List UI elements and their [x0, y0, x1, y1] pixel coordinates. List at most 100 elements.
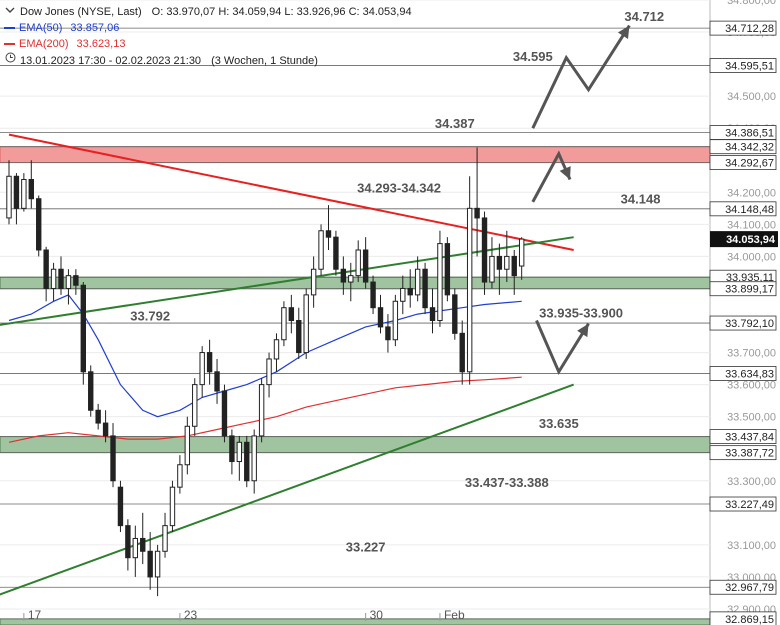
candle-body-down	[377, 307, 384, 328]
candle	[147, 532, 153, 590]
candle-body-up	[266, 358, 272, 386]
ema50-value: 33.857,06	[70, 22, 120, 34]
candle-body-down	[102, 422, 109, 437]
price-annotation: 33.635	[539, 416, 579, 431]
level-axis-label: 32.869,15	[725, 614, 774, 625]
candle-body-down	[511, 255, 517, 277]
candle-body-down	[88, 371, 94, 411]
candle	[229, 429, 235, 475]
date-range-detail: (3 Wochen, 1 Stunde)	[211, 54, 318, 67]
scenario-arrows	[531, 24, 631, 376]
candle-body-down	[43, 249, 49, 289]
price-annotation: 33.935-33.900	[539, 305, 623, 320]
candle-body-down	[333, 236, 339, 270]
candle	[303, 288, 309, 359]
candle-body-up	[177, 464, 183, 488]
level-axis-label: 33.227,49	[725, 499, 774, 511]
level-label-box	[709, 579, 777, 595]
candle	[466, 176, 473, 385]
candle-body-down	[147, 550, 153, 578]
candle	[221, 384, 228, 443]
candle-body-down	[95, 409, 101, 424]
candle-body-down	[459, 332, 465, 373]
candle	[154, 544, 161, 597]
candle	[21, 173, 27, 212]
candle-body-down	[325, 230, 332, 238]
candle	[474, 147, 480, 257]
candle-body-down	[13, 175, 20, 209]
candle	[102, 410, 109, 443]
candle-body-down	[362, 249, 369, 283]
candle	[251, 429, 257, 494]
candle	[400, 275, 406, 315]
candle	[370, 275, 376, 315]
candle-body-up	[310, 268, 317, 296]
level-label-box	[709, 201, 777, 217]
level-axis-label: 34.386,51	[725, 128, 774, 140]
chevron-down-icon[interactable]	[4, 4, 16, 20]
level-axis-label: 33.437,84	[725, 432, 774, 444]
candle	[258, 378, 265, 443]
zone-band	[0, 618, 711, 625]
candle-body-up	[184, 425, 191, 466]
candle-body-down	[28, 178, 34, 200]
y-tick-label: 34.800,00	[727, 0, 776, 7]
candle	[73, 269, 79, 295]
ema200-value: 33.623,13	[76, 38, 126, 50]
price-annotation: 33.437-33.388	[465, 475, 549, 490]
candle	[36, 195, 42, 257]
candle	[377, 294, 384, 334]
candle-body-down	[385, 326, 391, 341]
candle-body-down	[221, 390, 228, 437]
level-label-box	[709, 58, 777, 73]
candle-body-up	[281, 307, 287, 341]
candle-body-up	[400, 287, 406, 302]
candle-body-down	[206, 352, 213, 373]
level-axis-label: 34.712,28	[725, 23, 774, 35]
candle	[117, 480, 124, 533]
candle	[273, 333, 280, 372]
candle	[288, 294, 295, 334]
level-axis-label: 33.634,83	[725, 368, 774, 380]
zone-band	[0, 436, 711, 454]
candle	[6, 160, 12, 225]
y-tick-label: 34.200,00	[727, 187, 776, 199]
candle-body-up	[392, 300, 399, 341]
arrow-head	[559, 166, 571, 180]
candle	[13, 173, 20, 225]
candle	[414, 256, 421, 302]
zone-band	[0, 276, 711, 290]
level-label-box	[709, 155, 777, 171]
candle	[140, 512, 146, 565]
legend-instrument-row: Dow Jones (NYSE, Last) O: 33.970,07 H: 3…	[4, 4, 412, 20]
candle	[392, 294, 399, 347]
candle-body-up	[348, 275, 354, 283]
candle	[88, 365, 94, 417]
level-label-box	[709, 496, 777, 512]
level-axis-label: 34.148,48	[725, 204, 774, 216]
candle-body-down	[429, 307, 436, 322]
candle	[281, 301, 287, 347]
candle	[385, 314, 391, 353]
legend-ema200-row: EMA(200) 33.623,13	[4, 36, 412, 52]
level-axis-label: 34.292,67	[725, 158, 774, 170]
candle	[444, 237, 451, 302]
level-label-box	[709, 315, 777, 331]
level-lines	[0, 27, 710, 620]
candle-body-up	[518, 238, 525, 267]
candle	[199, 346, 205, 398]
candle	[206, 339, 213, 385]
price-annotation: 34.148	[621, 192, 661, 207]
level-axis-label: 33.935,11	[726, 272, 774, 284]
legend-ema50-row: EMA(50) 33.857,06	[4, 20, 412, 36]
ema200-swatch	[4, 43, 15, 45]
candles	[6, 147, 525, 597]
candle-body-up	[65, 275, 72, 289]
price-annotation: 34.595	[513, 49, 553, 64]
candle	[110, 423, 116, 488]
level-axis-label: 34.342,32	[725, 142, 774, 154]
candle	[489, 237, 495, 289]
level-label-box	[709, 445, 777, 461]
candle-body-up	[504, 255, 510, 270]
